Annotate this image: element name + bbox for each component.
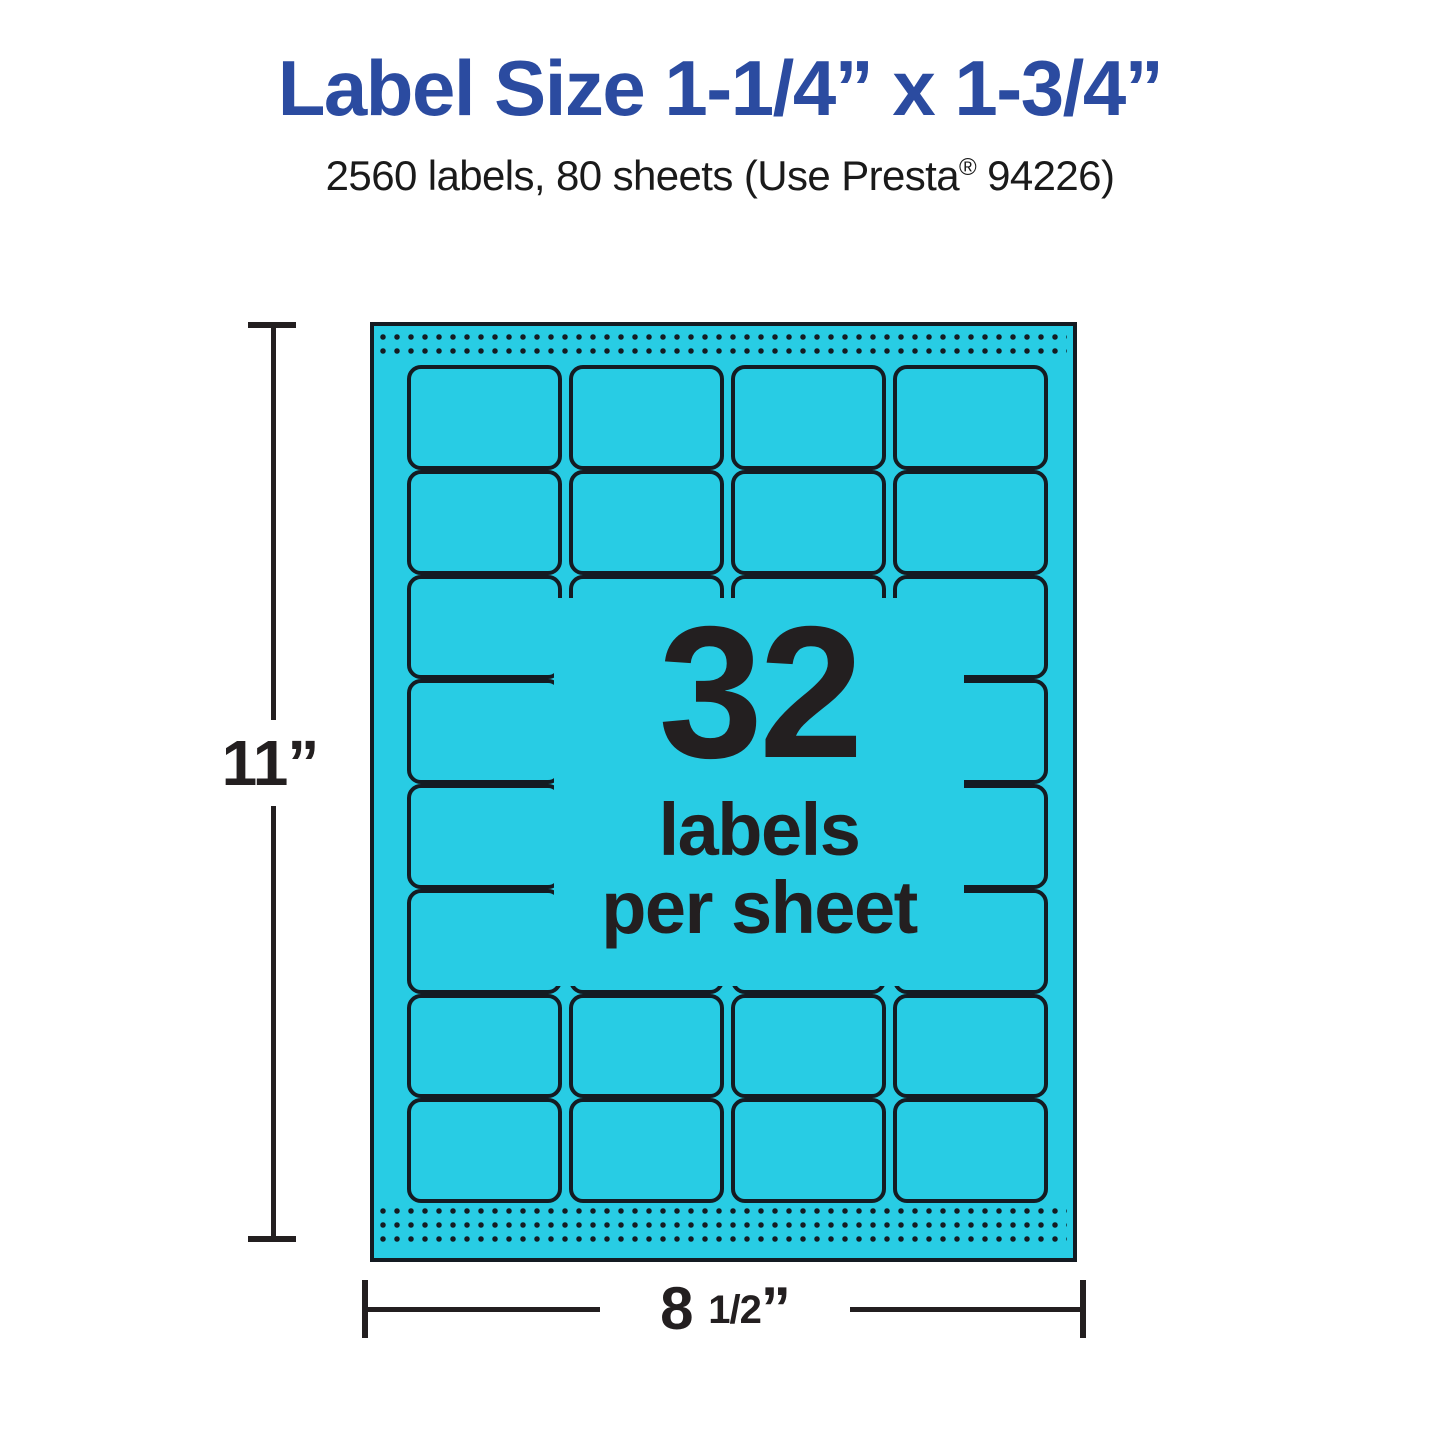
label-sheet-graphic: 32 labels per sheet — [370, 322, 1077, 1262]
label-cell — [893, 574, 1048, 680]
label-cell — [731, 469, 886, 575]
width-dimension-cap-right — [1080, 1280, 1086, 1338]
label-cell — [407, 1098, 562, 1203]
label-cell — [893, 784, 1048, 889]
label-cell — [407, 679, 562, 784]
label-cell — [569, 574, 724, 680]
label-cell — [569, 365, 724, 470]
label-cell — [569, 993, 724, 1099]
label-cell — [893, 1098, 1048, 1203]
label-cell — [569, 1098, 724, 1203]
width-dimension-number: 8 — [660, 1275, 709, 1342]
label-cell — [407, 993, 562, 1099]
label-cell — [731, 574, 886, 680]
label-cell — [569, 888, 724, 994]
width-dimension-fraction: 1/2 — [708, 1288, 762, 1332]
width-dimension-label: 8 1/2” — [600, 1272, 850, 1345]
page-subtitle: 2560 labels, 80 sheets (Use Presta® 9422… — [0, 152, 1440, 200]
label-cell — [893, 469, 1048, 575]
height-dimension-label: 11” — [205, 720, 335, 806]
registered-trademark-icon: ® — [958, 153, 977, 181]
label-grid — [407, 365, 1048, 1203]
page-title: Label Size 1-1/4” x 1-3/4” — [277, 44, 1164, 132]
label-cell — [731, 679, 886, 784]
label-cell — [731, 993, 886, 1099]
label-cell — [407, 365, 562, 470]
label-cell — [731, 365, 886, 470]
subtitle-suffix: 94226) — [976, 151, 1115, 199]
label-cell — [731, 784, 886, 889]
perforation-dots-bottom — [380, 1208, 1067, 1250]
label-cell — [893, 679, 1048, 784]
label-cell — [731, 1098, 886, 1203]
label-cell — [407, 574, 562, 680]
label-cell — [407, 469, 562, 575]
label-cell — [569, 784, 724, 889]
width-dimension-unit: ” — [760, 1275, 791, 1342]
label-cell — [893, 888, 1048, 994]
sheet-body: 32 labels per sheet — [370, 322, 1077, 1262]
header: Label Size 1-1/4” x 1-3/4” 2560 labels, … — [0, 0, 1440, 200]
subtitle-prefix: 2560 labels, 80 sheets (Use Presta — [325, 151, 960, 199]
perforation-dots-top — [380, 334, 1067, 362]
height-dimension-cap-bottom — [248, 1236, 296, 1242]
label-cell — [407, 888, 562, 994]
label-cell — [893, 993, 1048, 1099]
label-cell — [893, 365, 1048, 470]
label-cell — [569, 469, 724, 575]
label-cell — [731, 888, 886, 994]
label-cell — [569, 679, 724, 784]
label-cell — [407, 784, 562, 889]
